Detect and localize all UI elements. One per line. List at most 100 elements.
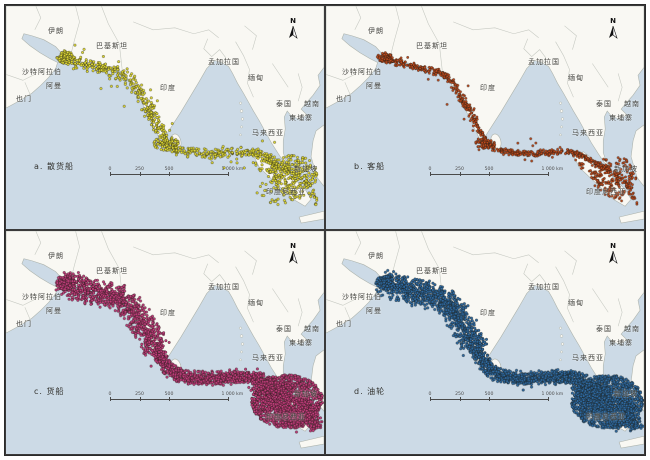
country-label-pakistan: 巴基斯坦 — [416, 42, 448, 50]
north-label: N — [610, 17, 616, 25]
scale-tick-label: 250 — [135, 167, 144, 172]
north-arrow: N — [606, 18, 620, 43]
map-panel-c-cargo-ship: 伊朗 巴基斯坦 沙特阿拉伯 阿曼 也门 印度 孟加拉国 缅甸 泰国 越南 柬埔寨 马来西亚 新加坡 印度尼… — [5, 230, 325, 455]
scale-bar: 0 250 500 1 000 km — [428, 167, 563, 179]
country-label-vietnam: 越南 — [304, 100, 320, 108]
panel-caption-a: a. 散货船 — [34, 162, 74, 171]
country-label-oman: 阿曼 — [366, 307, 382, 315]
scale-tick-label: 1 000 km — [221, 167, 244, 172]
country-label-pakistan: 巴基斯坦 — [96, 42, 128, 50]
scale-bar-tick — [548, 172, 549, 176]
country-label-myanmar: 缅甸 — [248, 299, 264, 307]
north-arrow-icon — [609, 25, 618, 39]
country-label-yemen: 也门 — [336, 320, 352, 328]
north-arrow-icon — [289, 25, 298, 39]
panel-caption-b: b. 客船 — [354, 162, 386, 171]
map-panel-d-oil-tanker: 伊朗 巴基斯坦 沙特阿拉伯 阿曼 也门 印度 孟加拉国 缅甸 泰国 越南 柬埔寨 马来西亚 新加坡 印度尼… — [325, 230, 645, 455]
country-label-cambodia: 柬埔寨 — [609, 114, 633, 122]
country-label-indonesia: 印度尼西亚 — [266, 188, 306, 196]
country-label-yemen: 也门 — [336, 95, 352, 103]
country-label-cambodia: 柬埔寨 — [289, 339, 313, 347]
country-label-bangladesh: 孟加拉国 — [528, 58, 560, 66]
scale-bar-tick — [139, 397, 141, 401]
country-label-singapore: 新加坡 — [294, 165, 318, 173]
country-label-malaysia: 马来西亚 — [572, 129, 604, 137]
scale-tick-label: 250 — [455, 167, 464, 172]
scale-bar-tick — [139, 172, 141, 176]
scale-bar-tick — [459, 172, 461, 176]
scale-tick-label: 0 — [108, 392, 112, 397]
country-label-bangladesh: 孟加拉国 — [528, 283, 560, 291]
north-label: N — [610, 242, 616, 250]
country-label-indonesia: 印度尼西亚 — [586, 413, 626, 421]
ship-density-dot-layer-b — [326, 6, 644, 229]
panel-caption-d: d. 油轮 — [354, 387, 386, 396]
scale-bar-tick — [169, 397, 170, 401]
country-label-cambodia: 柬埔寨 — [289, 114, 313, 122]
country-label-yemen: 也门 — [16, 320, 32, 328]
scale-tick-label: 250 — [135, 392, 144, 397]
country-label-vietnam: 越南 — [624, 325, 640, 333]
north-arrow-icon — [609, 250, 618, 264]
scale-bar-tick — [459, 397, 461, 401]
scale-bar-tick — [228, 397, 229, 401]
scale-tick-label: 250 — [455, 392, 464, 397]
scale-tick-label: 500 — [164, 392, 174, 397]
country-label-pakistan: 巴基斯坦 — [416, 267, 448, 275]
scale-tick-label: 1 000 km — [541, 392, 564, 397]
country-label-indonesia: 印度尼西亚 — [266, 413, 306, 421]
country-label-bangladesh: 孟加拉国 — [208, 283, 240, 291]
country-label-iran: 伊朗 — [48, 27, 64, 35]
panel-caption-c: c. 货船 — [34, 387, 65, 396]
scale-bar: 0 250 500 1 000 km — [428, 392, 563, 404]
country-label-iran: 伊朗 — [368, 252, 384, 260]
country-label-malaysia: 马来西亚 — [572, 354, 604, 362]
scale-tick-label: 0 — [428, 167, 432, 172]
scale-tick-label: 500 — [484, 392, 494, 397]
country-label-indonesia: 印度尼西亚 — [586, 188, 626, 196]
north-arrow: N — [286, 18, 300, 43]
north-arrow: N — [286, 243, 300, 268]
country-label-vietnam: 越南 — [624, 100, 640, 108]
scale-tick-label: 0 — [428, 392, 432, 397]
scale-tick-label: 0 — [108, 167, 112, 172]
north-arrow: N — [606, 243, 620, 268]
four-panel-map-figure: 伊朗 巴基斯坦 沙特阿拉伯 阿曼 也门 印度 孟加拉国 缅甸 泰国 越南 柬埔寨 马来西亚 新加坡 印度尼… — [4, 4, 646, 456]
north-label: N — [290, 242, 296, 250]
country-label-thailand: 泰国 — [596, 100, 612, 108]
country-label-malaysia: 马来西亚 — [252, 129, 284, 137]
scale-bar-tick — [430, 172, 431, 176]
scale-bar-tick — [110, 397, 111, 401]
ship-density-dot-layer-d — [326, 231, 644, 454]
country-label-cambodia: 柬埔寨 — [609, 339, 633, 347]
country-label-singapore: 新加坡 — [614, 165, 638, 173]
scale-bar-tick — [489, 397, 490, 401]
scale-tick-label: 500 — [164, 167, 174, 172]
map-panel-b-passenger-ship: 伊朗 巴基斯坦 沙特阿拉伯 阿曼 也门 印度 孟加拉国 缅甸 泰国 越南 柬埔寨 马来西亚 新加坡 印度尼… — [325, 5, 645, 230]
country-label-india: 印度 — [160, 309, 176, 317]
north-label: N — [290, 17, 296, 25]
country-label-malaysia: 马来西亚 — [252, 354, 284, 362]
scale-bar-tick — [228, 172, 229, 176]
country-label-myanmar: 缅甸 — [248, 74, 264, 82]
country-label-oman: 阿曼 — [366, 82, 382, 90]
country-label-thailand: 泰国 — [596, 325, 612, 333]
country-label-thailand: 泰国 — [276, 325, 292, 333]
country-label-saudi-arabia: 沙特阿拉伯 — [22, 293, 62, 301]
scale-bar-tick — [489, 172, 490, 176]
north-arrow-icon — [289, 250, 298, 264]
ship-density-dot-layer-a — [6, 6, 324, 229]
scale-bar-tick — [169, 172, 170, 176]
country-label-oman: 阿曼 — [46, 82, 62, 90]
scale-tick-label: 1 000 km — [221, 392, 244, 397]
country-label-yemen: 也门 — [16, 95, 32, 103]
country-label-vietnam: 越南 — [304, 325, 320, 333]
country-label-india: 印度 — [480, 84, 496, 92]
country-label-oman: 阿曼 — [46, 307, 62, 315]
scale-bar: 0 250 500 1 000 km — [108, 392, 243, 404]
country-label-saudi-arabia: 沙特阿拉伯 — [22, 68, 62, 76]
country-label-saudi-arabia: 沙特阿拉伯 — [342, 293, 382, 301]
country-label-singapore: 新加坡 — [614, 390, 638, 398]
map-panel-a-bulk-carrier: 伊朗 巴基斯坦 沙特阿拉伯 阿曼 也门 印度 孟加拉国 缅甸 泰国 越南 柬埔寨 马来西亚 新加坡 印度尼… — [5, 5, 325, 230]
